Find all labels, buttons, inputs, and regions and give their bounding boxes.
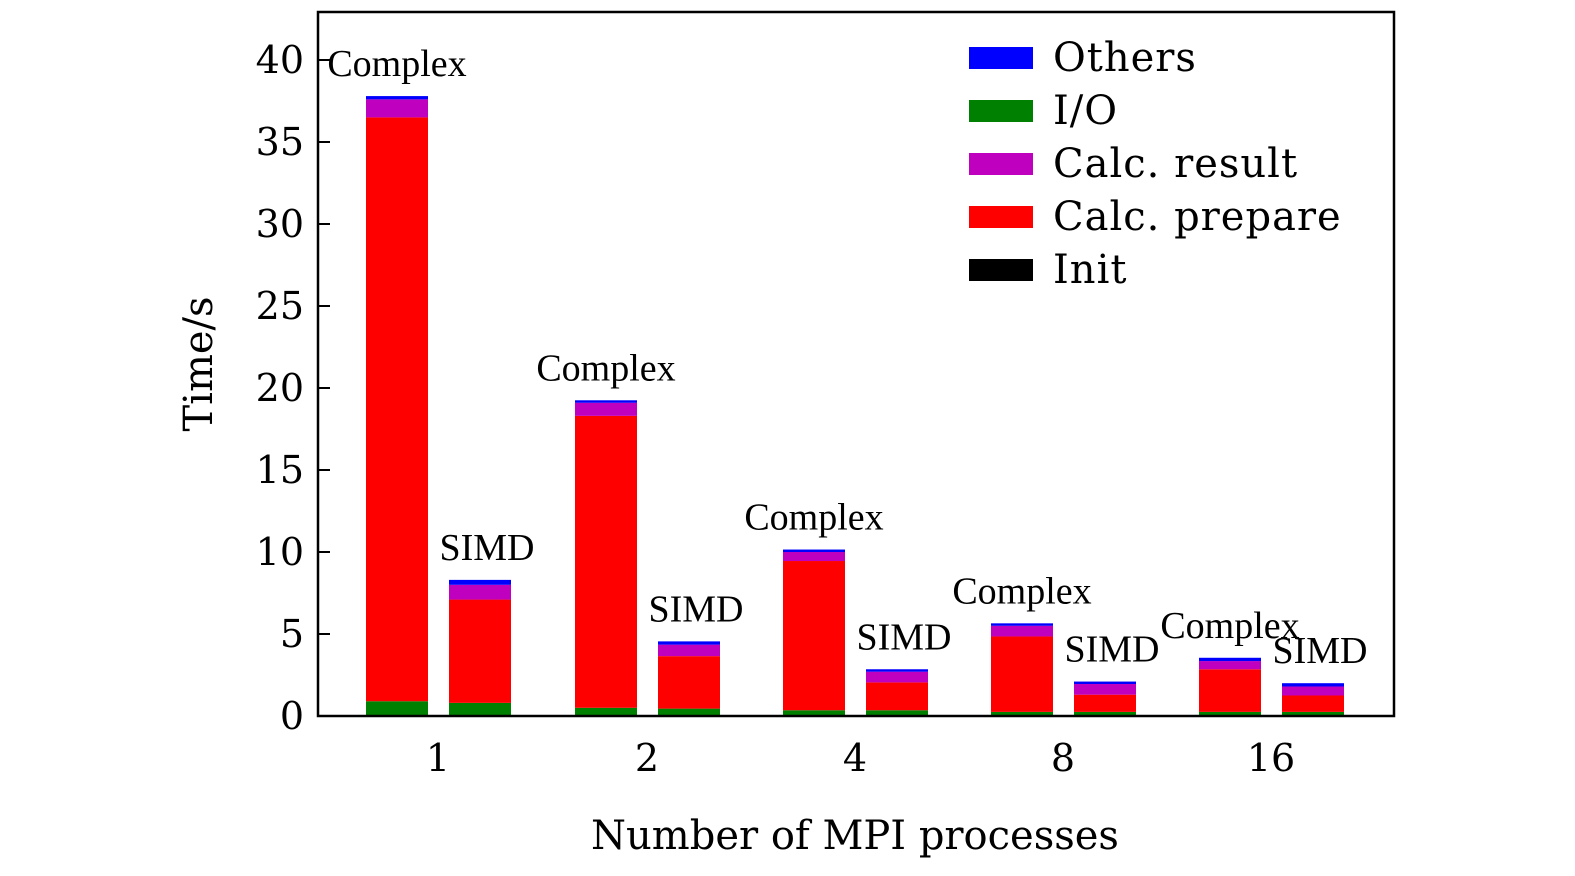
axes-layer: 0 5 10 15 20 25 30 35 40 1 2 4 8 16 [256, 10, 1396, 780]
bar-segment-calc-prepare-8-simd [1074, 694, 1136, 712]
bar-segment-calc-prepare-16-complex [1199, 669, 1261, 712]
bar-label-8-complex: Complex [952, 570, 1091, 612]
bar-segment-calc-prepare-1-simd [449, 599, 511, 703]
bar-segment-calc-result-4-simd [866, 671, 928, 683]
bar-segment-calc-prepare-4-complex [783, 561, 845, 711]
legend-label-calc-result: Calc. result [1053, 141, 1298, 187]
bar-segment-i-o-16-simd [1282, 711, 1344, 716]
bar-segment-others-4-complex [783, 549, 845, 552]
bar-label-2-complex: Complex [536, 347, 675, 389]
legend-label-calc-prepare: Calc. prepare [1053, 194, 1342, 240]
bar-segment-i-o-16-complex [1199, 711, 1261, 716]
x-tick-label-8: 8 [1051, 736, 1075, 780]
x-tick-label-16: 16 [1247, 736, 1295, 780]
legend-label-init: Init [1053, 247, 1127, 293]
x-tick-label-1: 1 [426, 736, 450, 780]
bar-labels-layer: ComplexSIMDComplexSIMDComplexSIMDComplex… [327, 43, 1367, 672]
bar-segment-calc-result-1-complex [366, 99, 428, 118]
bar-label-16-simd: SIMD [1272, 630, 1367, 672]
bar-segment-calc-prepare-1-complex [366, 117, 428, 702]
y-tick-label-15: 15 [256, 448, 304, 492]
bar-label-1-simd: SIMD [439, 527, 534, 569]
bar-label-8-simd: SIMD [1064, 629, 1159, 671]
bar-label-2-simd: SIMD [648, 588, 743, 630]
y-tick-label-35: 35 [256, 120, 304, 164]
y-tick-label-25: 25 [256, 284, 304, 328]
bar-segment-calc-result-16-complex [1199, 661, 1261, 670]
legend-swatch-i-o [969, 100, 1033, 122]
legend-label-others: Others [1053, 35, 1197, 81]
bars-layer [366, 96, 1344, 716]
plot-frame [316, 10, 1396, 718]
x-axis-title: Number of MPI processes [591, 813, 1119, 859]
bar-label-4-complex: Complex [744, 497, 883, 539]
bar-segment-i-o-1-complex [366, 701, 428, 716]
bar-segment-others-8-complex [991, 623, 1053, 626]
bar-segment-calc-prepare-16-simd [1282, 695, 1344, 712]
bar-label-16-complex: Complex [1160, 605, 1299, 647]
bar-segment-others-8-simd [1074, 681, 1136, 685]
legend-swatch-others [969, 47, 1033, 69]
y-tick-label-30: 30 [256, 202, 304, 246]
bar-segment-others-16-complex [1199, 657, 1261, 662]
y-tick-label-0: 0 [280, 694, 304, 738]
y-tick-label-40: 40 [256, 38, 304, 82]
bar-segment-others-2-simd [658, 641, 720, 645]
y-tick-label-5: 5 [280, 612, 304, 656]
bar-segment-calc-prepare-8-complex [991, 636, 1053, 712]
bar-segment-calc-result-1-simd [449, 584, 511, 600]
bar-segment-calc-prepare-2-complex [575, 415, 637, 708]
y-tick-label-10: 10 [256, 530, 304, 574]
bar-segment-i-o-4-complex [783, 710, 845, 716]
bar-segment-calc-result-8-simd [1074, 684, 1136, 695]
bar-segment-others-1-complex [366, 96, 428, 100]
bar-segment-i-o-1-simd [449, 702, 511, 716]
bar-segment-calc-result-16-simd [1282, 686, 1344, 696]
legend-swatch-calc-result [969, 153, 1033, 175]
x-tick-label-4: 4 [843, 736, 867, 780]
legend: Others I/O Calc. result Calc. prepare Init [969, 35, 1342, 293]
legend-swatch-calc-prepare [969, 206, 1033, 228]
bar-segment-i-o-2-complex [575, 707, 637, 716]
bar-label-1-complex: Complex [327, 43, 466, 85]
bar-segment-calc-result-8-complex [991, 625, 1053, 637]
bar-segment-others-16-simd [1282, 683, 1344, 687]
legend-label-i-o: I/O [1053, 88, 1118, 134]
y-axis-title: Time/s [176, 296, 222, 431]
bar-segment-calc-result-4-complex [783, 552, 845, 562]
bar-segment-i-o-8-simd [1074, 711, 1136, 716]
legend-swatch-init [969, 259, 1033, 281]
bar-segment-i-o-8-complex [991, 711, 1053, 716]
bar-segment-calc-prepare-2-simd [658, 656, 720, 709]
y-tick-label-20: 20 [256, 366, 304, 410]
bar-segment-others-1-simd [449, 579, 511, 585]
bar-segment-calc-result-2-complex [575, 402, 637, 416]
bar-label-4-simd: SIMD [856, 616, 951, 658]
bar-segment-others-4-simd [866, 669, 928, 672]
bar-segment-i-o-2-simd [658, 708, 720, 716]
x-tick-label-2: 2 [635, 736, 659, 780]
bar-segment-others-2-complex [575, 400, 637, 403]
bar-segment-i-o-4-simd [866, 710, 928, 716]
bar-segment-calc-result-2-simd [658, 644, 720, 657]
bar-segment-calc-prepare-4-simd [866, 682, 928, 711]
